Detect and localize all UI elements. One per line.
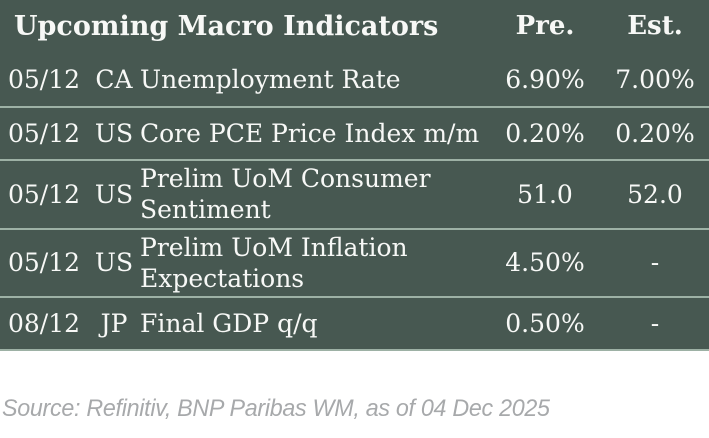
macro-indicators-table: Upcoming Macro Indicators Pre. Est. 05/1… [0,0,709,351]
source-note: Source: Refinitiv, BNP Paribas WM, as of… [2,395,550,422]
date-cell: 05/12 [8,64,81,94]
date-cell: 05/12 [8,248,81,278]
page: Upcoming Macro Indicators Pre. Est. 05/1… [0,0,709,422]
indicator-cell: Core PCE Price Index m/m [140,118,480,148]
pre-value-cell: 4.50% [505,248,585,278]
table-title: Upcoming Macro Indicators [14,10,439,42]
date-cell: 08/12 [8,308,81,338]
pre-value-cell: 51.0 [517,179,573,209]
pre-value-cell: 0.50% [505,308,585,338]
table-header-row: Upcoming Macro Indicators Pre. Est. [0,0,709,53]
table-body: 05/12 CA Unemployment Rate 6.90% 7.00% 0… [0,53,709,349]
indicator-cell: Prelim UoM Inflation Expectations [140,232,408,293]
column-header-pre: Pre. [515,11,575,42]
country-cell: US [94,118,134,148]
column-header-est: Est. [627,11,683,42]
country-cell: JP [100,308,128,338]
date-cell: 05/12 [8,179,81,209]
country-cell: US [94,179,134,209]
table-row: 05/12 CA Unemployment Rate 6.90% 7.00% [0,53,709,106]
est-value-cell: 0.20% [615,118,695,148]
est-value-cell: - [650,308,660,338]
table-row: 05/12 US Prelim UoM Inflation Expectatio… [0,227,709,297]
table-row: 08/12 JP Final GDP q/q 0.50% - [0,296,709,349]
est-value-cell: 7.00% [615,64,695,94]
country-cell: US [94,248,134,278]
pre-value-cell: 0.20% [505,118,585,148]
table-row: 05/12 US Core PCE Price Index m/m 0.20% … [0,106,709,159]
indicator-cell: Prelim UoM Consumer Sentiment [140,164,431,225]
date-cell: 05/12 [8,118,81,148]
est-value-cell: 52.0 [627,179,683,209]
indicator-cell: Unemployment Rate [140,64,401,94]
est-value-cell: - [650,248,660,278]
pre-value-cell: 6.90% [505,64,585,94]
table-row: 05/12 US Prelim UoM Consumer Sentiment 5… [0,159,709,228]
indicator-cell: Final GDP q/q [140,308,318,338]
country-cell: CA [95,64,133,94]
